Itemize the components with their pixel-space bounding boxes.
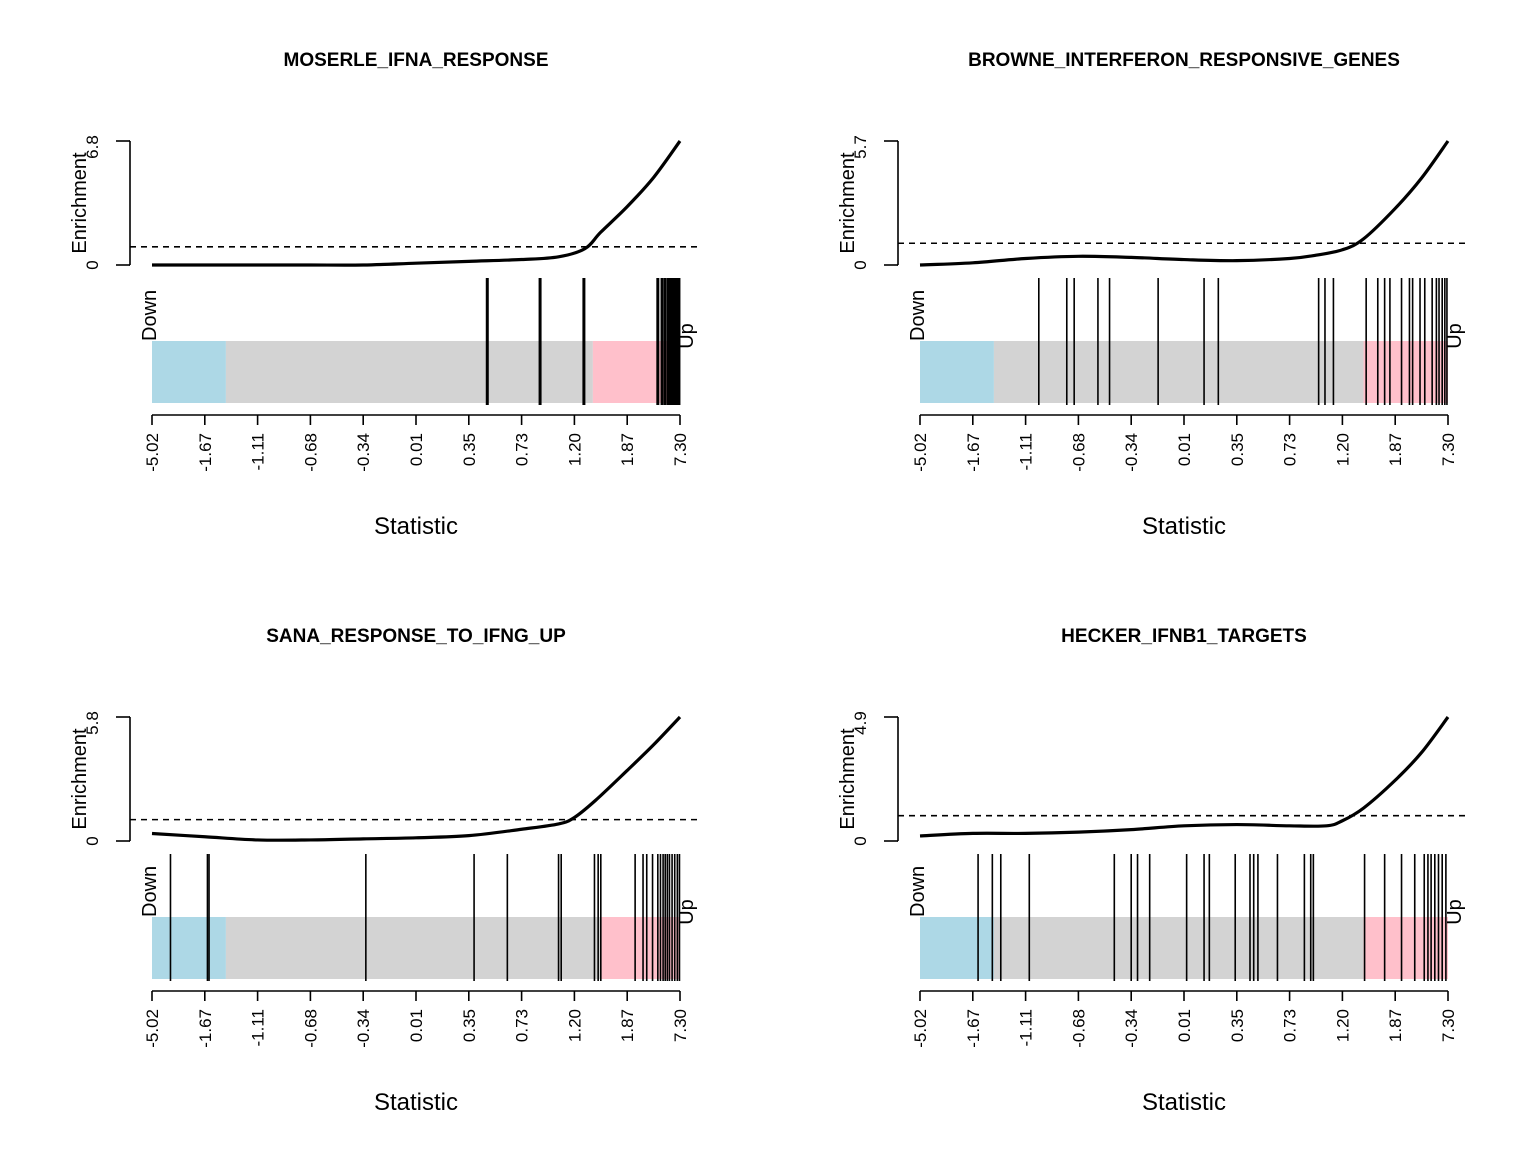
- enrichment-curve: [151, 140, 682, 267]
- x-tick-label: -1.11: [1017, 433, 1036, 471]
- x-axis-label: Statistic: [1142, 1089, 1226, 1116]
- up-band: [1363, 341, 1448, 403]
- y-tick-label: 0: [851, 836, 870, 845]
- middle-band: [225, 341, 593, 403]
- y-axis-label: Enrichment: [837, 152, 859, 254]
- x-tick-label: 1.20: [1333, 1009, 1352, 1042]
- down-label: Down: [907, 866, 929, 917]
- up-label: Up: [676, 899, 698, 925]
- down-label: Down: [139, 290, 161, 341]
- x-tick-label: -1.67: [196, 433, 215, 472]
- x-tick-label: -0.34: [1122, 1009, 1141, 1048]
- y-tick-label: 5.8: [83, 711, 102, 735]
- barcode-panel: BROWNE_INTERFERON_RESPONSIVE_GENES 0 5.7En…: [837, 50, 1468, 540]
- x-tick-label: 0.01: [1175, 1009, 1194, 1042]
- down-label: Down: [139, 866, 161, 917]
- x-tick-label: -0.68: [1069, 1009, 1088, 1048]
- y-tick-label: 0: [83, 260, 102, 269]
- x-tick-label: 0.73: [1281, 1009, 1300, 1042]
- enrichment-curve: [151, 715, 682, 842]
- up-label: Up: [1444, 899, 1466, 925]
- down-band: [152, 341, 226, 403]
- x-tick-label: -1.11: [249, 433, 268, 471]
- x-tick-label: -5.02: [911, 433, 930, 472]
- x-tick-label: -1.67: [196, 1009, 215, 1048]
- x-axis-label: Statistic: [374, 513, 458, 540]
- down-label: Down: [907, 290, 929, 341]
- down-band: [920, 917, 994, 979]
- y-tick-label: 4.9: [851, 711, 870, 735]
- y-tick-label: 0: [83, 836, 102, 845]
- y-tick-label: 5.7: [851, 135, 870, 159]
- x-tick-label: -0.34: [354, 1009, 373, 1048]
- up-band: [1363, 917, 1448, 979]
- x-tick-label: -1.67: [964, 433, 983, 472]
- x-tick-label: 7.30: [1439, 433, 1458, 466]
- x-tick-label: 0.35: [460, 433, 479, 466]
- x-tick-label: 0.73: [513, 433, 532, 466]
- y-tick-label: 6.8: [83, 135, 102, 159]
- x-tick-label: 0.35: [1228, 1009, 1247, 1042]
- x-tick-label: -0.68: [301, 1009, 320, 1048]
- x-tick-label: 7.30: [671, 1009, 690, 1042]
- x-tick-label: 0.35: [1228, 433, 1247, 466]
- x-tick-label: -1.67: [964, 1009, 983, 1048]
- x-tick-label: 1.20: [565, 433, 584, 466]
- middle-band: [225, 917, 601, 979]
- x-tick-label: 0.01: [1175, 433, 1194, 466]
- x-axis-label: Statistic: [1142, 513, 1226, 540]
- x-tick-label: 1.87: [618, 433, 637, 466]
- x-tick-label: 0.73: [1281, 433, 1300, 466]
- x-tick-label: 1.20: [1333, 433, 1352, 466]
- x-tick-label: 1.20: [565, 1009, 584, 1042]
- x-tick-label: -0.34: [354, 433, 373, 472]
- middle-band: [993, 341, 1364, 403]
- panel-title: BROWNE_INTERFERON_RESPONSIVE_GENES: [968, 50, 1400, 71]
- x-tick-label: 1.87: [1386, 433, 1405, 466]
- x-tick-label: 0.73: [513, 1009, 532, 1042]
- x-axis-label: Statistic: [374, 1089, 458, 1116]
- down-band: [920, 341, 994, 403]
- x-tick-label: 1.87: [618, 1009, 637, 1042]
- y-axis-label: Enrichment: [837, 728, 859, 830]
- panel-title: MOSERLE_IFNA_RESPONSE: [284, 50, 549, 71]
- x-tick-label: -0.68: [1069, 433, 1088, 472]
- enrichment-curve: [919, 140, 1450, 267]
- middle-band: [993, 917, 1364, 979]
- x-tick-label: -0.34: [1122, 433, 1141, 472]
- enrichment-curve: [919, 716, 1450, 838]
- down-band: [152, 917, 226, 979]
- x-tick-label: 0.01: [407, 433, 426, 466]
- panel-title: SANA_RESPONSE_TO_IFNG_UP: [266, 626, 566, 647]
- x-tick-label: 0.35: [460, 1009, 479, 1042]
- x-tick-label: 7.30: [671, 433, 690, 466]
- panel-title: HECKER_IFNB1_TARGETS: [1061, 626, 1307, 647]
- x-tick-label: -5.02: [143, 1009, 162, 1048]
- x-tick-label: -5.02: [143, 433, 162, 472]
- y-tick-label: 0: [851, 260, 870, 269]
- y-axis-label: Enrichment: [69, 728, 91, 830]
- x-tick-label: -1.11: [1017, 1009, 1036, 1047]
- x-tick-label: 1.87: [1386, 1009, 1405, 1042]
- x-tick-label: -0.68: [301, 433, 320, 472]
- x-tick-label: -1.11: [249, 1009, 268, 1047]
- x-tick-label: 7.30: [1439, 1009, 1458, 1042]
- up-label: Up: [676, 323, 698, 349]
- y-axis-label: Enrichment: [69, 152, 91, 254]
- x-tick-label: -5.02: [911, 1009, 930, 1048]
- up-label: Up: [1444, 323, 1466, 349]
- x-tick-label: 0.01: [407, 1009, 426, 1042]
